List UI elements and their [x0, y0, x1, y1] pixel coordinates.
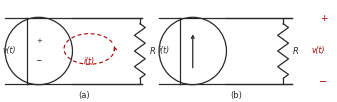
- Text: −: −: [36, 56, 42, 65]
- Text: v(t): v(t): [312, 47, 325, 55]
- Text: R: R: [150, 47, 156, 55]
- Text: −: −: [319, 77, 328, 87]
- Text: i(t): i(t): [84, 57, 95, 66]
- Text: (b): (b): [230, 91, 242, 100]
- Text: (a): (a): [79, 91, 90, 100]
- Text: R: R: [293, 47, 298, 55]
- Text: +: +: [320, 14, 327, 23]
- Text: v(t): v(t): [3, 47, 16, 55]
- Text: i(t): i(t): [159, 47, 170, 55]
- Text: +: +: [36, 38, 42, 44]
